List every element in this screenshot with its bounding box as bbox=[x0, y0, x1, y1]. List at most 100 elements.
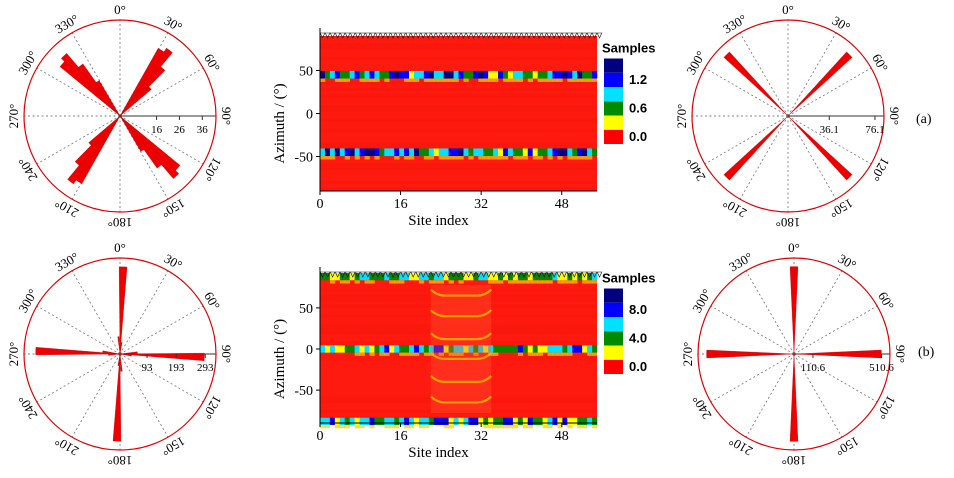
heatmap-cell bbox=[334, 78, 341, 82]
rose-plot-b-left: 93 193 2930°30°60°90°120°150°180°210°240°2… bbox=[6, 240, 234, 468]
heatmap-cell bbox=[443, 70, 449, 79]
heatmap-cell bbox=[488, 70, 494, 79]
heatmap-cell bbox=[438, 148, 444, 157]
heatmap-cell bbox=[503, 78, 509, 82]
heatmap-cell bbox=[547, 148, 553, 157]
heatmap-cell bbox=[483, 78, 489, 82]
site-marker bbox=[475, 271, 482, 278]
heatmap-cell bbox=[552, 273, 558, 281]
rose-outer-circle bbox=[697, 257, 891, 451]
heatmap-cell bbox=[567, 78, 573, 82]
heatmap-cell bbox=[488, 148, 494, 157]
heatmap-b-xlabel: Site index bbox=[408, 445, 469, 461]
heatmap-y-tick-label: -50 bbox=[294, 384, 313, 399]
heatmap-cell bbox=[389, 148, 395, 157]
heatmap-cell bbox=[522, 417, 529, 425]
heatmap-cell bbox=[552, 417, 558, 425]
rose-spoke bbox=[119, 353, 204, 403]
heatmap-cell bbox=[582, 424, 588, 429]
rose-angle-label: 330° bbox=[52, 11, 81, 36]
site-marker bbox=[430, 271, 437, 278]
site-marker bbox=[360, 32, 366, 39]
heatmap-cell bbox=[493, 280, 499, 284]
heatmap-cell bbox=[404, 156, 410, 160]
heatmap-y-tick-label: 50 bbox=[299, 302, 313, 317]
heatmap-cell bbox=[517, 156, 524, 160]
heatmap-row-shade bbox=[320, 146, 597, 150]
heatmap-cell bbox=[493, 273, 499, 281]
rose-radial-tick-label: 16 bbox=[151, 124, 163, 136]
heatmap-cell bbox=[517, 273, 524, 281]
heatmap-cell bbox=[384, 417, 390, 425]
heatmap-cell bbox=[384, 273, 390, 281]
site-marker bbox=[349, 32, 356, 39]
heatmap-cell bbox=[488, 78, 494, 82]
rose-angle-label: 180° bbox=[776, 215, 801, 230]
heatmap-cell bbox=[453, 273, 459, 281]
site-marker bbox=[390, 32, 396, 39]
heatmap-cell bbox=[557, 417, 563, 425]
heatmap-row-shade bbox=[320, 409, 597, 414]
heatmap-cell bbox=[503, 148, 509, 157]
heatmap-cell bbox=[532, 156, 538, 160]
site-marker bbox=[450, 271, 457, 278]
heatmap-cell bbox=[552, 70, 558, 79]
heatmap-cell bbox=[433, 148, 440, 157]
heatmap-cell bbox=[473, 273, 479, 281]
site-marker bbox=[410, 271, 416, 278]
heatmap-cell bbox=[344, 424, 350, 429]
site-marker bbox=[586, 271, 593, 278]
rose-angle-label: 330° bbox=[52, 249, 81, 274]
colorbar-swatch bbox=[604, 302, 623, 317]
heatmap-cell bbox=[384, 70, 390, 79]
heatmap-cell bbox=[448, 424, 454, 429]
heatmap-cell bbox=[418, 70, 425, 79]
heatmap-loop-line bbox=[430, 288, 493, 297]
site-marker bbox=[329, 32, 336, 39]
site-marker bbox=[334, 32, 341, 39]
site-marker bbox=[521, 32, 527, 39]
heatmap-cell bbox=[354, 70, 360, 79]
rose-wedge bbox=[35, 347, 121, 356]
heatmap-cell bbox=[527, 352, 533, 356]
heatmap-cell bbox=[522, 280, 529, 284]
site-marker bbox=[395, 32, 401, 39]
heatmap-cell bbox=[349, 345, 355, 353]
heatmap-cell bbox=[547, 156, 553, 160]
heatmap-a-xlabel: Site index bbox=[408, 213, 469, 229]
rose-radial-tick-label: 110.6 bbox=[801, 362, 826, 374]
heatmap-cell bbox=[532, 70, 538, 79]
heatmap-cell bbox=[453, 345, 459, 353]
heatmap-cell bbox=[364, 417, 370, 425]
site-marker bbox=[596, 271, 603, 278]
site-marker bbox=[485, 32, 492, 39]
heatmap-cell bbox=[567, 352, 573, 356]
rose-wedge bbox=[119, 352, 205, 361]
rose-wedge bbox=[789, 266, 799, 355]
heatmap-cell bbox=[488, 417, 494, 425]
heatmap-cell bbox=[320, 424, 326, 429]
heatmap-cell bbox=[329, 70, 336, 79]
heatmap-cell bbox=[404, 78, 410, 82]
rose-wedge bbox=[95, 80, 121, 117]
heatmap-cell bbox=[577, 148, 583, 157]
heatmap-cell bbox=[448, 148, 454, 157]
heatmap-cell bbox=[438, 78, 444, 82]
rose-spoke bbox=[119, 270, 169, 355]
heatmap-cell bbox=[512, 280, 519, 284]
heatmap-cell bbox=[438, 417, 444, 425]
heatmap-cell bbox=[463, 345, 469, 353]
heatmap-cell bbox=[498, 280, 504, 284]
colorbar-swatch bbox=[604, 345, 623, 360]
heatmap-cell bbox=[483, 70, 489, 79]
site-marker bbox=[425, 32, 432, 39]
heatmap-row-shade bbox=[320, 340, 597, 345]
colorbar-swatch bbox=[604, 87, 623, 102]
rose-angle-label: 120° bbox=[868, 155, 893, 184]
heatmap-cell bbox=[359, 273, 365, 281]
site-marker bbox=[380, 271, 386, 278]
rose-angle-label: 120° bbox=[874, 393, 899, 422]
heatmap-cell bbox=[562, 280, 568, 284]
heatmap-cell bbox=[552, 345, 558, 353]
heatmap-cell bbox=[374, 148, 380, 157]
